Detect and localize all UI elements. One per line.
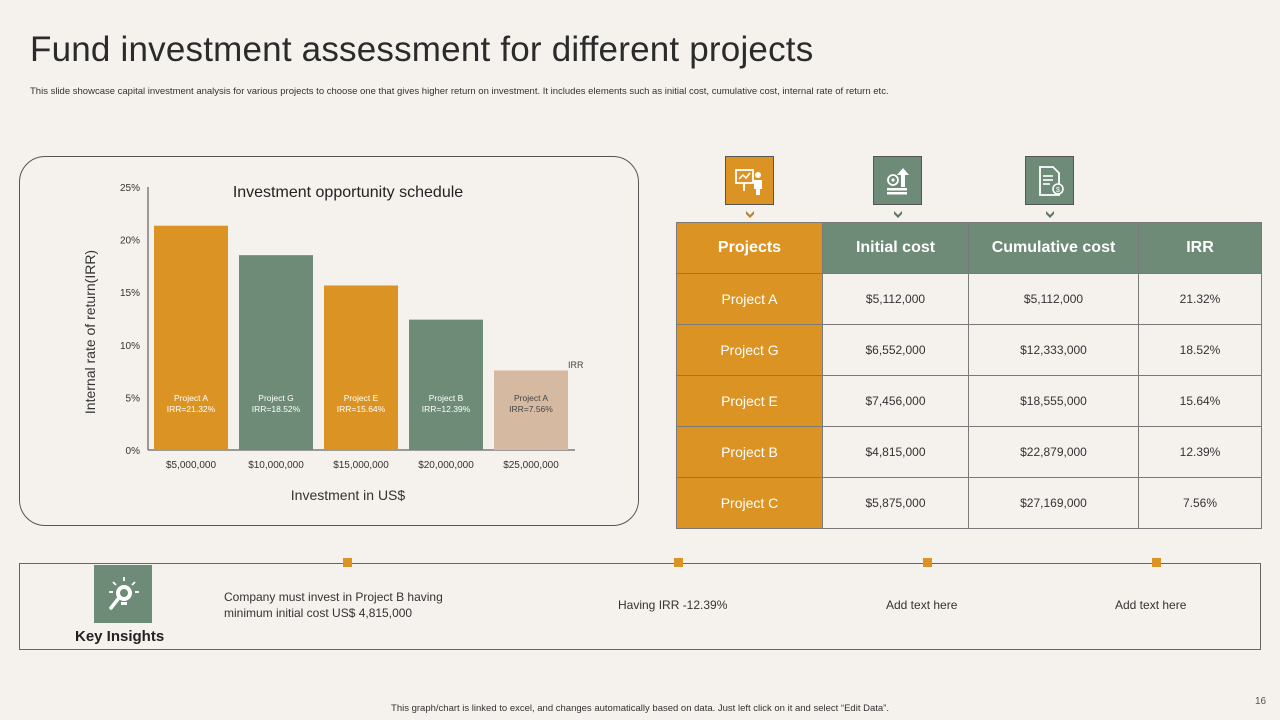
header-irr: IRR <box>1138 222 1262 274</box>
x-tick-label: $20,000,000 <box>418 460 474 471</box>
page-subtitle: This slide showcase capital investment a… <box>30 86 889 97</box>
project-cell: Project C <box>676 477 823 529</box>
chart-panel: 0% 5% 10% 15% 20% 25% Investment opportunity s… <box>19 156 639 526</box>
insight-text: Add text here <box>1115 598 1187 612</box>
y-tick-label: 25% <box>120 183 140 194</box>
cumulative-cost-cell: $18,555,000 <box>968 375 1139 427</box>
bar <box>409 319 483 450</box>
insight-text: Add text here <box>886 598 958 612</box>
bar-irr-label: IRR=18.52% <box>252 404 301 414</box>
x-tick-label: $25,000,000 <box>503 460 559 471</box>
chevron-down-icon <box>1046 211 1054 218</box>
table-row: Project G $6,552,000 $12,333,000 18.52% <box>676 324 1262 376</box>
project-cell: Project A <box>676 273 823 325</box>
y-tick-label: 20% <box>120 236 140 247</box>
initial-cost-cell: $6,552,000 <box>822 324 969 376</box>
y-axis-title: Internal rate of return(IRR) <box>82 250 98 414</box>
cumulative-cost-cell: $27,169,000 <box>968 477 1139 529</box>
page-title: Fund investment assessment for different… <box>30 30 814 69</box>
bar <box>324 285 398 450</box>
table-row: Project C $5,875,000 $27,169,000 7.56% <box>676 477 1262 529</box>
initial-cost-cell: $5,112,000 <box>822 273 969 325</box>
x-tick-label: $5,000,000 <box>166 460 216 471</box>
y-tick-label: 10% <box>120 341 140 352</box>
irr-cell: 21.32% <box>1138 273 1262 325</box>
footer-note: This graph/chart is linked to excel, and… <box>391 703 889 714</box>
initial-cost-cell: $5,875,000 <box>822 477 969 529</box>
chart-title: Investment opportunity schedule <box>233 184 463 201</box>
lightbulb-search-icon <box>94 565 152 623</box>
x-tick-label: $15,000,000 <box>333 460 389 471</box>
insight-marker <box>1152 558 1161 567</box>
table-header-row: Projects Initial cost Cumulative cost IR… <box>676 222 1262 274</box>
insight-text: Having IRR -12.39% <box>618 598 728 612</box>
bar-project-label: Project A <box>514 393 548 403</box>
page-number: 16 <box>1255 696 1267 707</box>
money-growth-icon <box>873 156 922 205</box>
cumulative-cost-cell: $5,112,000 <box>968 273 1139 325</box>
y-tick-label: 0% <box>126 446 141 457</box>
bar-irr-label: IRR=15.64% <box>337 404 386 414</box>
project-cell: Project E <box>676 375 823 427</box>
y-tick-label: 5% <box>126 393 141 404</box>
irr-annotation: IRR <box>568 360 584 370</box>
document-cost-icon: $ <box>1025 156 1074 205</box>
cumulative-cost-cell: $12,333,000 <box>968 324 1139 376</box>
header-cumulative-cost: Cumulative cost <box>968 222 1139 274</box>
bar <box>154 225 228 450</box>
project-cell: Project B <box>676 426 823 478</box>
key-insights-title: Key Insights <box>75 628 165 645</box>
bar <box>239 255 313 450</box>
svg-text:$: $ <box>1056 187 1060 194</box>
bar-irr-label: IRR=12.39% <box>422 404 471 414</box>
insight-marker <box>923 558 932 567</box>
insight-text: Company must invest in Project B having … <box>224 590 443 620</box>
irr-cell: 15.64% <box>1138 375 1262 427</box>
bar-project-label: Project G <box>258 393 293 403</box>
bar-irr-label: IRR=7.56% <box>509 404 553 414</box>
key-insights-panel <box>19 563 1261 650</box>
project-cell: Project G <box>676 324 823 376</box>
x-tick-label: $10,000,000 <box>248 460 304 471</box>
table-row: Project B $4,815,000 $22,879,000 12.39% <box>676 426 1262 478</box>
insight-marker <box>674 558 683 567</box>
y-tick-label: 15% <box>120 288 140 299</box>
bar-irr-label: IRR=21.32% <box>167 404 216 414</box>
bar-project-label: Project A <box>174 393 208 403</box>
insight-marker <box>343 558 352 567</box>
chevron-down-icon <box>894 211 902 218</box>
x-axis-title: Investment in US$ <box>291 487 406 503</box>
irr-cell: 7.56% <box>1138 477 1262 529</box>
irr-cell: 18.52% <box>1138 324 1262 376</box>
table-row: Project E $7,456,000 $18,555,000 15.64% <box>676 375 1262 427</box>
presentation-icon <box>725 156 774 205</box>
header-initial-cost: Initial cost <box>822 222 969 274</box>
initial-cost-cell: $7,456,000 <box>822 375 969 427</box>
chevron-down-icon <box>746 211 754 218</box>
bar-project-label: Project B <box>429 393 464 403</box>
irr-bar-chart: 0% 5% 10% 15% 20% 25% Investment opportunity s… <box>82 183 584 503</box>
bar <box>494 370 568 450</box>
investment-table: Projects Initial cost Cumulative cost IR… <box>676 222 1262 529</box>
initial-cost-cell: $4,815,000 <box>822 426 969 478</box>
header-projects: Projects <box>676 222 823 274</box>
table-row: Project A $5,112,000 $5,112,000 21.32% <box>676 273 1262 325</box>
cumulative-cost-cell: $22,879,000 <box>968 426 1139 478</box>
irr-cell: 12.39% <box>1138 426 1262 478</box>
bar-project-label: Project E <box>344 393 379 403</box>
